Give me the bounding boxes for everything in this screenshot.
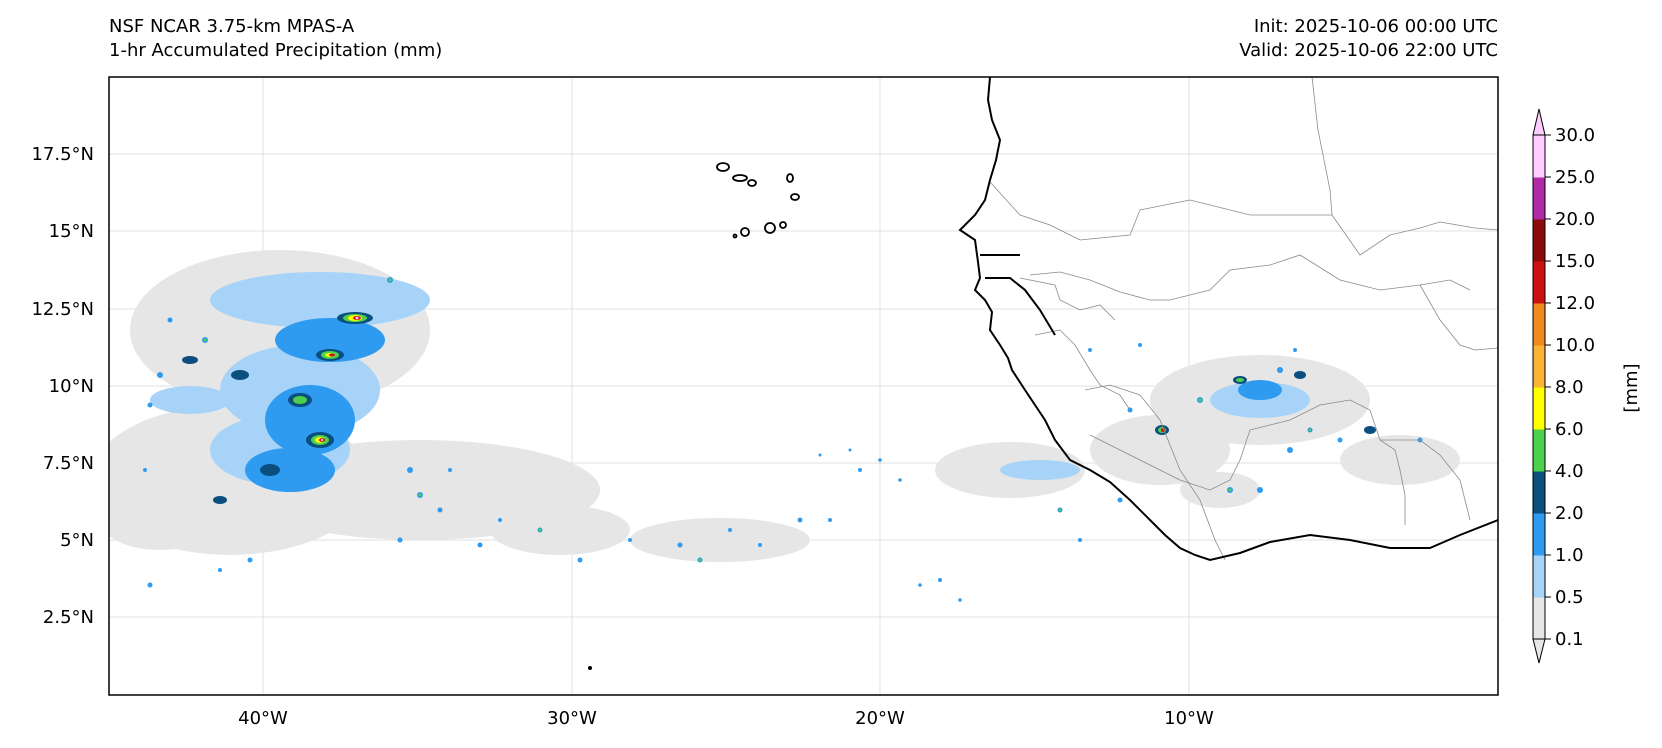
lat-label: 12.5°N bbox=[31, 299, 94, 320]
lat-label: 7.5°N bbox=[43, 453, 94, 474]
colorbar-segment bbox=[1533, 387, 1545, 430]
colorbar-tick-label: 25.0 bbox=[1555, 167, 1595, 188]
colorbar-tick-label: 1.0 bbox=[1555, 545, 1584, 566]
cabo-verde-islands bbox=[716, 162, 800, 239]
longitude-axis: 40°W 30°W 20°W 10°W bbox=[238, 708, 1214, 729]
convective-cells bbox=[143, 277, 1423, 602]
colorbar-segment bbox=[1533, 135, 1545, 178]
lat-label: 17.5°N bbox=[31, 144, 94, 165]
colorbar-tick-label: 10.0 bbox=[1555, 335, 1595, 356]
colorbar-segment bbox=[1533, 555, 1545, 598]
colorbar-tick-label: 8.0 bbox=[1555, 377, 1584, 398]
colorbar-tick-label: 15.0 bbox=[1555, 251, 1595, 272]
country-borders bbox=[989, 77, 1498, 561]
lat-label: 10°N bbox=[49, 376, 94, 397]
colorbar-tick-label: 2.0 bbox=[1555, 503, 1584, 524]
lat-label: 15°N bbox=[49, 221, 94, 242]
colorbar-segment bbox=[1533, 177, 1545, 220]
colorbar-segment bbox=[1533, 219, 1545, 262]
colorbar-tick-label: 4.0 bbox=[1555, 461, 1584, 482]
colorbar-segment bbox=[1533, 513, 1545, 556]
colorbar-tick-label: 12.0 bbox=[1555, 293, 1595, 314]
colorbar-segment bbox=[1533, 597, 1545, 640]
colorbar-tick-label: 30.0 bbox=[1555, 125, 1595, 146]
figure-title-right: Init: 2025-10-06 00:00 UTC Valid: 2025-1… bbox=[1239, 15, 1498, 63]
field-name: 1-hr Accumulated Precipitation (mm) bbox=[109, 40, 443, 61]
lat-label: 5°N bbox=[60, 530, 94, 551]
colorbar-ticks: 0.1 0.5 1.0 2.0 4.0 6.0 8.0 10.0 12.0 15.0 20.0 25.… bbox=[1545, 125, 1595, 650]
colorbar: 0.1 0.5 1.0 2.0 4.0 6.0 8.0 10.0 12.0 15.0 20.0 25.… bbox=[1532, 108, 1642, 664]
colorbar-max-arrow bbox=[1532, 108, 1546, 136]
model-name: NSF NCAR 3.75-km MPAS-A bbox=[109, 16, 355, 37]
colorbar-tick-label: 20.0 bbox=[1555, 209, 1595, 230]
valid-time: Valid: 2025-10-06 22:00 UTC bbox=[1239, 40, 1498, 61]
colorbar-min-arrow bbox=[1532, 638, 1546, 664]
map-content bbox=[109, 77, 1498, 695]
colorbar-tick-label: 0.1 bbox=[1555, 629, 1584, 650]
latitude-axis: 17.5°N 15°N 12.5°N 10°N 7.5°N 5°N 2.5°N bbox=[31, 144, 94, 628]
colorbar-segment bbox=[1533, 471, 1545, 514]
lat-label: 2.5°N bbox=[43, 607, 94, 628]
init-time: Init: 2025-10-06 00:00 UTC bbox=[1253, 16, 1498, 37]
lon-label: 20°W bbox=[855, 708, 905, 729]
plot-frame bbox=[108, 76, 1499, 696]
colorbar-segment bbox=[1533, 429, 1545, 472]
lon-label: 30°W bbox=[547, 708, 597, 729]
colorbar-tick-label: 6.0 bbox=[1555, 419, 1584, 440]
colorbar-segments bbox=[1533, 135, 1545, 640]
figure-title-left: NSF NCAR 3.75-km MPAS-A 1-hr Accumulated… bbox=[109, 15, 442, 63]
lon-label: 10°W bbox=[1164, 708, 1214, 729]
lon-label: 40°W bbox=[238, 708, 288, 729]
colorbar-segment bbox=[1533, 303, 1545, 346]
colorbar-segment bbox=[1533, 261, 1545, 304]
coastline bbox=[958, 77, 1498, 562]
colorbar-unit-label: [mm] bbox=[1621, 363, 1642, 412]
saint-peter-paul-rocks bbox=[588, 666, 592, 670]
colorbar-segment bbox=[1533, 345, 1545, 388]
colorbar-tick-label: 0.5 bbox=[1555, 587, 1584, 608]
